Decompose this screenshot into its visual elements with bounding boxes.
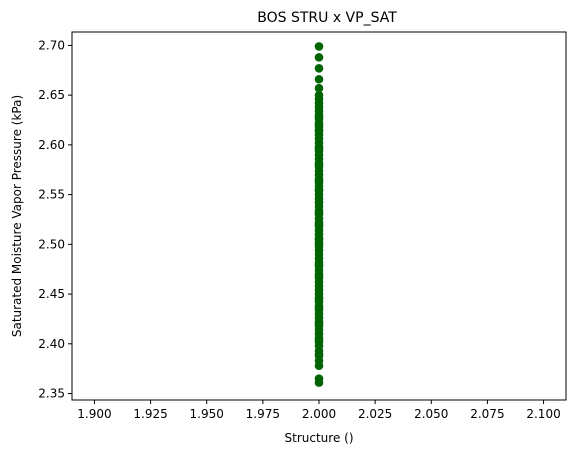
data-point (314, 208, 324, 217)
chart-title: BOS STRU x VP_SAT (257, 10, 397, 26)
data-point (314, 74, 324, 84)
data-point (314, 53, 324, 62)
data-point (314, 259, 324, 269)
data-points (314, 42, 324, 387)
data-point (314, 185, 324, 194)
y-tick-label: 2.55 (38, 188, 65, 202)
data-point (314, 144, 324, 154)
data-point (314, 335, 324, 345)
x-tick-label: 2.000 (302, 407, 336, 421)
data-point (314, 374, 324, 383)
x-tick-label: 1.900 (77, 407, 111, 421)
x-tick-label: 1.975 (246, 407, 280, 421)
data-point (314, 176, 324, 185)
x-tick-label: 2.075 (470, 407, 504, 421)
x-tick-label: 2.100 (526, 407, 560, 421)
data-point (314, 303, 324, 313)
data-point (314, 112, 324, 122)
data-point (314, 64, 324, 73)
x-tick-label: 1.925 (133, 407, 167, 421)
data-point (314, 125, 324, 135)
y-axis-label: Saturated Moisture Vapor Pressure (kPa) (10, 95, 24, 337)
y-tick-label: 2.40 (38, 337, 65, 351)
y-tick-label: 2.60 (38, 138, 65, 152)
data-point (314, 42, 324, 51)
y-tick-label: 2.35 (38, 387, 65, 401)
x-tick-label: 2.025 (358, 407, 392, 421)
data-point (314, 160, 324, 170)
data-point (314, 349, 324, 359)
data-point (314, 271, 324, 281)
plot-frame (71, 31, 567, 401)
data-point (314, 294, 324, 304)
data-point (314, 319, 324, 329)
x-axis-label: Structure () (285, 431, 354, 445)
y-tick-label: 2.70 (38, 38, 65, 52)
x-axis-ticks: 1.900 1.925 1.950 1.975 2.000 2.025 2.050 2.075… (77, 400, 561, 421)
data-point (314, 235, 324, 244)
x-tick-label: 1.950 (190, 407, 224, 421)
y-axis-ticks: 2.35 2.40 2.45 2.50 2.55 2.60 2.65 2.70 (38, 38, 72, 401)
y-tick-label: 2.50 (38, 237, 65, 251)
y-tick-label: 2.45 (38, 287, 65, 301)
y-tick-label: 2.65 (38, 88, 65, 102)
data-point (314, 83, 324, 93)
x-tick-label: 2.050 (414, 407, 448, 421)
data-point (314, 90, 324, 100)
data-point (314, 220, 324, 229)
